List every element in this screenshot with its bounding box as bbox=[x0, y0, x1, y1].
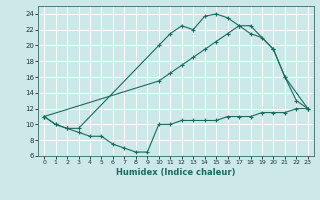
X-axis label: Humidex (Indice chaleur): Humidex (Indice chaleur) bbox=[116, 168, 236, 177]
